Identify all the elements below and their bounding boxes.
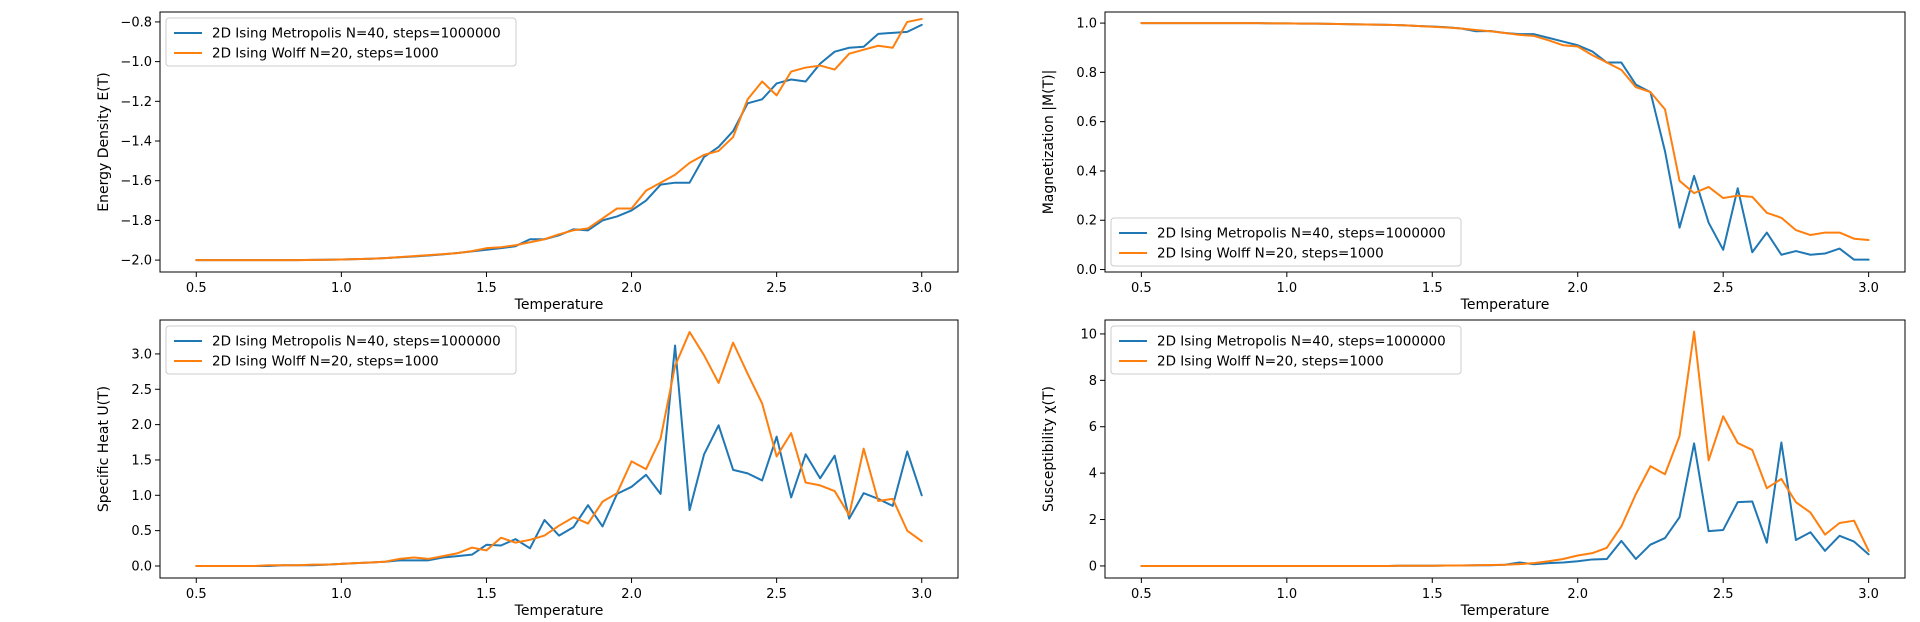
legend-entry-2: 2D Ising Wolff N=20, steps=1000 [1157, 246, 1384, 262]
legend: 2D Ising Metropolis N=40, steps=1000000 2… [1110, 325, 1462, 375]
x-tick-label: 2.5 [766, 587, 787, 602]
x-tick-label: 1.0 [331, 281, 352, 296]
series-line-2 [195, 17, 923, 262]
series-line-2 [1140, 22, 1870, 241]
x-tick-label: 2.0 [1567, 587, 1588, 602]
y-tick-label: 0.0 [1076, 263, 1097, 278]
y-tick-label: 2 [1089, 513, 1097, 528]
x-tick-label: 2.0 [1567, 281, 1588, 296]
series-line-2 [195, 331, 923, 567]
y-tick-label: 0.2 [1076, 214, 1097, 229]
y-tick-label: 0.8 [1076, 66, 1097, 81]
x-tick-label: 3.0 [1858, 587, 1879, 602]
legend-entry-1: 2D Ising Metropolis N=40, steps=1000000 [212, 26, 501, 42]
x-tick-label: 2.5 [1713, 281, 1734, 296]
x-tick-label: 3.0 [1858, 281, 1879, 296]
x-tick-label: 0.5 [1131, 587, 1152, 602]
x-tick-label: 0.5 [186, 281, 207, 296]
subplot-1: 0.5 1.0 1.5 2.0 2.5 3.0 −2.0 −1.8 −1.6 −1.4 −1.2 −1… [96, 11, 959, 313]
y-tick-label: −1.6 [120, 174, 152, 189]
legend-entry-2: 2D Ising Wolff N=20, steps=1000 [1157, 354, 1384, 370]
y-axis-label: Energy Density E(T) [96, 72, 112, 211]
x-tick-label: 1.0 [1276, 587, 1297, 602]
y-tick-label: 2.0 [131, 418, 152, 433]
y-tick-label: 0.4 [1076, 164, 1097, 179]
x-tick-label: 1.5 [476, 281, 497, 296]
legend-frame [165, 325, 517, 375]
axes-frame [159, 11, 959, 273]
x-tick-label: 1.5 [476, 587, 497, 602]
legend-entry-2: 2D Ising Wolff N=20, steps=1000 [212, 354, 439, 370]
x-tick-label: 0.5 [186, 587, 207, 602]
x-tick-label: 0.5 [1131, 281, 1152, 296]
x-tick-label: 1.0 [331, 587, 352, 602]
legend-frame [165, 17, 517, 67]
x-tick-label: 3.0 [911, 281, 932, 296]
x-tick-label: 2.0 [621, 587, 642, 602]
x-tick-label: 1.5 [1422, 587, 1443, 602]
y-tick-label: 1.0 [131, 489, 152, 504]
subplot-4: 0.5 1.0 1.5 2.0 2.5 3.0 0 2 4 6 8 10 Temperature Susc… [1041, 319, 1906, 619]
y-tick-label: −1.0 [120, 55, 152, 70]
x-axis-label: Temperature [1460, 603, 1550, 619]
legend: 2D Ising Metropolis N=40, steps=1000000 2… [165, 325, 517, 375]
y-tick-label: 0.0 [131, 559, 152, 574]
y-tick-label: −1.4 [120, 135, 152, 150]
y-tick-label: 10 [1080, 327, 1097, 342]
y-tick-label: 2.5 [131, 383, 152, 398]
subplot-2: 0.5 1.0 1.5 2.0 2.5 3.0 0.0 0.2 0.4 0.6 0.8 1.0 Temp… [1041, 11, 1906, 313]
x-tick-label: 2.0 [621, 281, 642, 296]
series-line-1 [1140, 441, 1870, 567]
y-tick-label: −2.0 [120, 254, 152, 269]
y-axis-label: Magnetization |M(T)| [1041, 70, 1057, 215]
x-tick-label: 2.5 [1713, 587, 1734, 602]
legend-entry-1: 2D Ising Metropolis N=40, steps=1000000 [212, 334, 501, 350]
x-tick-label: 3.0 [911, 587, 932, 602]
axes-frame [159, 319, 959, 579]
legend-frame [1110, 325, 1462, 375]
y-tick-label: 1.0 [1076, 17, 1097, 32]
legend: 2D Ising Metropolis N=40, steps=1000000 2… [165, 17, 517, 67]
x-tick-label: 1.5 [1422, 281, 1443, 296]
series-line-1 [195, 344, 923, 567]
y-tick-label: −1.2 [120, 95, 152, 110]
legend: 2D Ising Metropolis N=40, steps=1000000 2… [1110, 217, 1462, 267]
legend-frame [1110, 217, 1462, 267]
y-axis-label: Susceptibility χ(T) [1041, 386, 1057, 512]
axes-frame [1104, 11, 1906, 273]
y-axis-label: Specific Heat U(T) [96, 386, 112, 512]
legend-entry-2: 2D Ising Wolff N=20, steps=1000 [212, 46, 439, 62]
y-tick-label: 0 [1089, 559, 1097, 574]
y-tick-label: −0.8 [120, 15, 152, 30]
series-line-2 [1140, 330, 1870, 567]
legend-entry-1: 2D Ising Metropolis N=40, steps=1000000 [1157, 226, 1446, 242]
y-tick-label: 0.5 [131, 524, 152, 539]
y-tick-label: 1.5 [131, 453, 152, 468]
x-axis-label: Temperature [1460, 297, 1550, 313]
y-tick-label: −1.8 [120, 214, 152, 229]
y-tick-label: 8 [1089, 374, 1097, 389]
x-axis-label: Temperature [514, 603, 604, 619]
y-tick-label: 3.0 [131, 347, 152, 362]
legend-entry-1: 2D Ising Metropolis N=40, steps=1000000 [1157, 334, 1446, 350]
y-tick-label: 4 [1089, 467, 1097, 482]
x-tick-label: 1.0 [1276, 281, 1297, 296]
x-tick-label: 2.5 [766, 281, 787, 296]
x-axis-label: Temperature [514, 297, 604, 313]
axes-frame [1104, 319, 1906, 579]
y-tick-label: 6 [1089, 420, 1097, 435]
y-tick-label: 0.6 [1076, 115, 1097, 130]
subplot-3: 0.5 1.0 1.5 2.0 2.5 3.0 0.0 0.5 1.0 1.5 2.0 2.5 3.0 T… [96, 319, 959, 619]
